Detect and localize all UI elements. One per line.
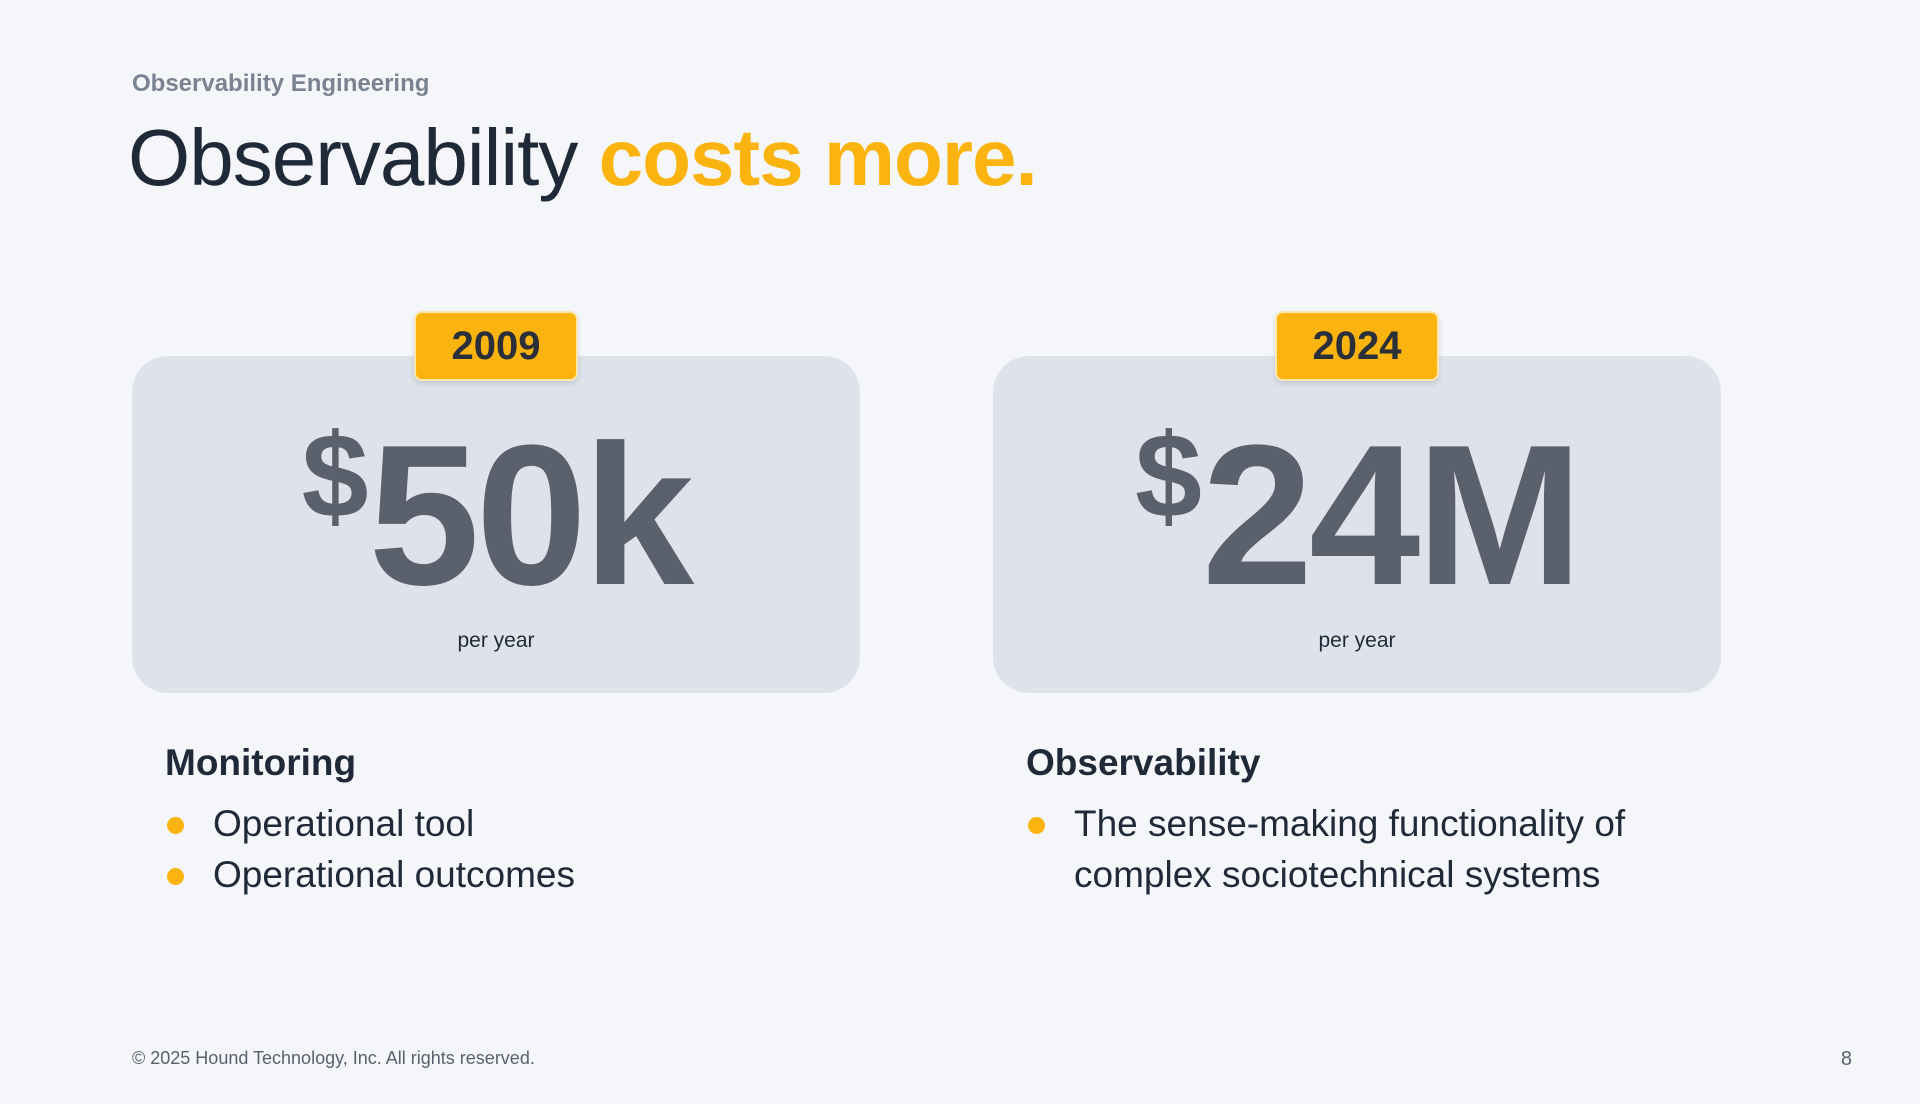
bullet-dot-icon bbox=[167, 868, 184, 885]
bullet-text: Operational outcomes bbox=[213, 854, 575, 895]
period-label: per year bbox=[457, 629, 535, 652]
list-item: The sense-making functionality of comple… bbox=[1026, 798, 1706, 900]
bullet-dot-icon bbox=[167, 817, 184, 834]
year-badge: 2024 bbox=[1275, 311, 1439, 381]
list-item: Operational tool bbox=[165, 798, 845, 849]
year-badge: 2009 bbox=[414, 311, 578, 381]
list-item: Operational outcomes bbox=[165, 849, 845, 900]
cost-card-2009: 2009 $50k per year bbox=[132, 311, 860, 693]
currency-symbol: $ bbox=[301, 409, 369, 543]
section-heading: Monitoring bbox=[165, 742, 357, 783]
cost-amount: $50k bbox=[132, 416, 860, 616]
cost-card-2024: 2024 $24M per year bbox=[993, 311, 1721, 693]
amount-value: 24M bbox=[1201, 404, 1583, 627]
bullet-dot-icon bbox=[1028, 817, 1045, 834]
bullet-list: Operational tool Operational outcomes bbox=[165, 798, 845, 900]
footer-copyright: © 2025 Hound Technology, Inc. All rights… bbox=[132, 1048, 535, 1068]
period-label: per year bbox=[1318, 629, 1396, 652]
section-heading: Observability bbox=[1026, 742, 1261, 783]
currency-symbol: $ bbox=[1135, 409, 1202, 543]
page-number: 8 bbox=[1840, 1048, 1852, 1070]
slide-title: Observability costs more. bbox=[128, 112, 1038, 204]
slide-eyebrow: Observability Engineering bbox=[132, 70, 430, 97]
observability-section: Observability The sense-making functiona… bbox=[1026, 742, 1706, 900]
title-main: Observability bbox=[128, 113, 599, 202]
amount-value: 50k bbox=[368, 404, 695, 627]
bullet-text: Operational tool bbox=[213, 803, 475, 844]
title-accent: costs more. bbox=[598, 113, 1038, 202]
bullet-text: The sense-making functionality of comple… bbox=[1074, 803, 1626, 895]
cost-amount: $24M bbox=[993, 416, 1721, 616]
monitoring-section: Monitoring Operational tool Operational … bbox=[165, 742, 845, 900]
bullet-list: The sense-making functionality of comple… bbox=[1026, 798, 1706, 900]
